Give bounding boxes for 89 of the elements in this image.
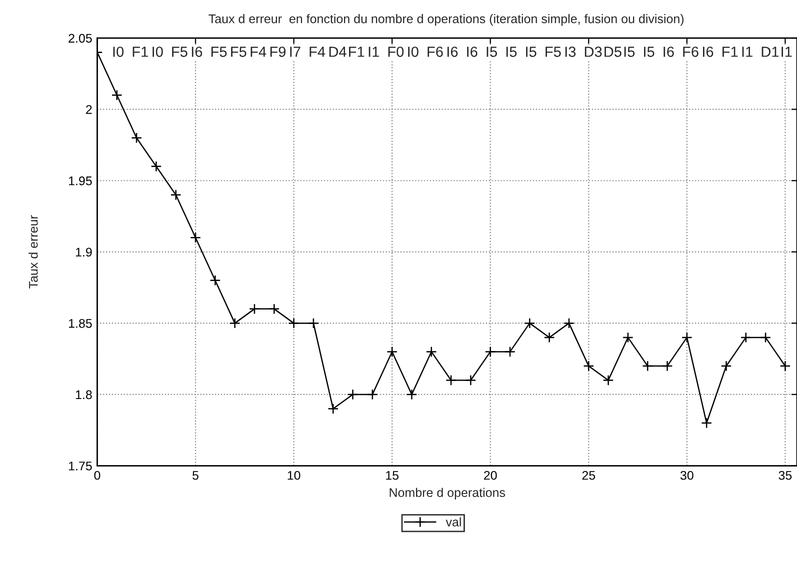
point [347,388,358,400]
x-tick-label: 0 [94,470,100,480]
point [622,332,634,343]
point [484,346,496,358]
annotation: I3 [565,46,576,57]
point [720,360,732,372]
y-tick-label: 2.05 [68,34,92,43]
annotation: F9 [270,46,286,57]
point [366,388,378,400]
point [210,274,221,286]
point [780,360,791,372]
point [308,318,319,329]
annotation: I5 [506,46,517,57]
point [170,189,182,200]
annotation: I5 [644,46,654,57]
annotation: I6 [192,46,202,57]
point [760,332,772,343]
x-axis-title: Nombre d operations [390,488,506,500]
point [544,332,555,343]
annotation: I1 [742,46,752,57]
annotation: F6 [683,46,698,57]
x-tick-label: 20 [484,470,497,480]
point [465,374,476,386]
annotation: D4 [329,46,346,57]
point [328,403,339,414]
annotation: F5 [172,46,188,57]
annotation: I0 [408,46,418,57]
point [426,346,437,358]
point [701,418,712,428]
x-tick-label: 25 [582,470,596,480]
annotation: F5 [211,46,227,57]
point [111,90,122,101]
annotation: F4 [310,46,326,57]
point [583,360,594,372]
annotation: D5 [604,46,622,57]
annotation: I7 [290,46,300,57]
annotation: D1 [762,46,779,57]
x-tick-label: 5 [192,471,198,480]
point [190,232,201,244]
point [229,318,240,329]
annotation: I5 [486,46,497,57]
annotation: I1 [368,46,379,57]
point [446,374,457,386]
y-tick-label: 1.85 [69,318,92,328]
point [564,318,574,329]
y-tick-label: 1.75 [69,462,92,470]
annotation: D3 [584,46,602,57]
annotation: F5 [231,46,246,57]
y-tick-label: 2 [86,105,92,114]
point [602,374,614,386]
point [288,318,300,329]
annotation: F5 [546,46,561,57]
point [150,160,162,172]
y-tick-label: 1.9 [76,248,92,257]
annotation: I5 [624,46,635,57]
annotation: F1 [349,46,364,57]
x-tick-label: 35 [778,470,792,480]
point [386,346,398,358]
annotation: I6 [664,46,674,57]
y-tick-label: 1.8 [76,390,92,400]
point [681,332,692,343]
point [740,332,752,343]
point [131,132,142,144]
annotation: I0 [152,46,163,57]
legend-label: val [446,517,461,526]
point [504,346,516,358]
x-tick-label: 30 [680,470,694,480]
point [406,388,418,400]
annotation: F1 [722,46,738,57]
x-tick-label: 10 [288,470,300,480]
point [642,360,654,372]
annotation: F0 [388,46,404,57]
y-tick-label: 1.95 [69,176,92,186]
y-axis-title: Taux d erreur [28,215,38,288]
annotation: F4 [250,46,266,57]
annotation: I6 [703,46,714,57]
annotation: I6 [447,46,458,57]
point [268,303,280,314]
annotation: I1 [782,46,792,57]
chart-title: Taux d erreur en fonction du nombre d operations (iteration simple, fusion ou division) [208,14,684,26]
point [249,303,260,314]
annotation: I6 [467,46,478,57]
annotation: F6 [428,46,443,57]
annotation: F1 [132,46,148,57]
annotation: I5 [526,46,536,57]
point [524,318,536,329]
point [662,360,673,372]
x-tick-label: 15 [386,471,399,480]
annotation: I0 [113,46,124,57]
